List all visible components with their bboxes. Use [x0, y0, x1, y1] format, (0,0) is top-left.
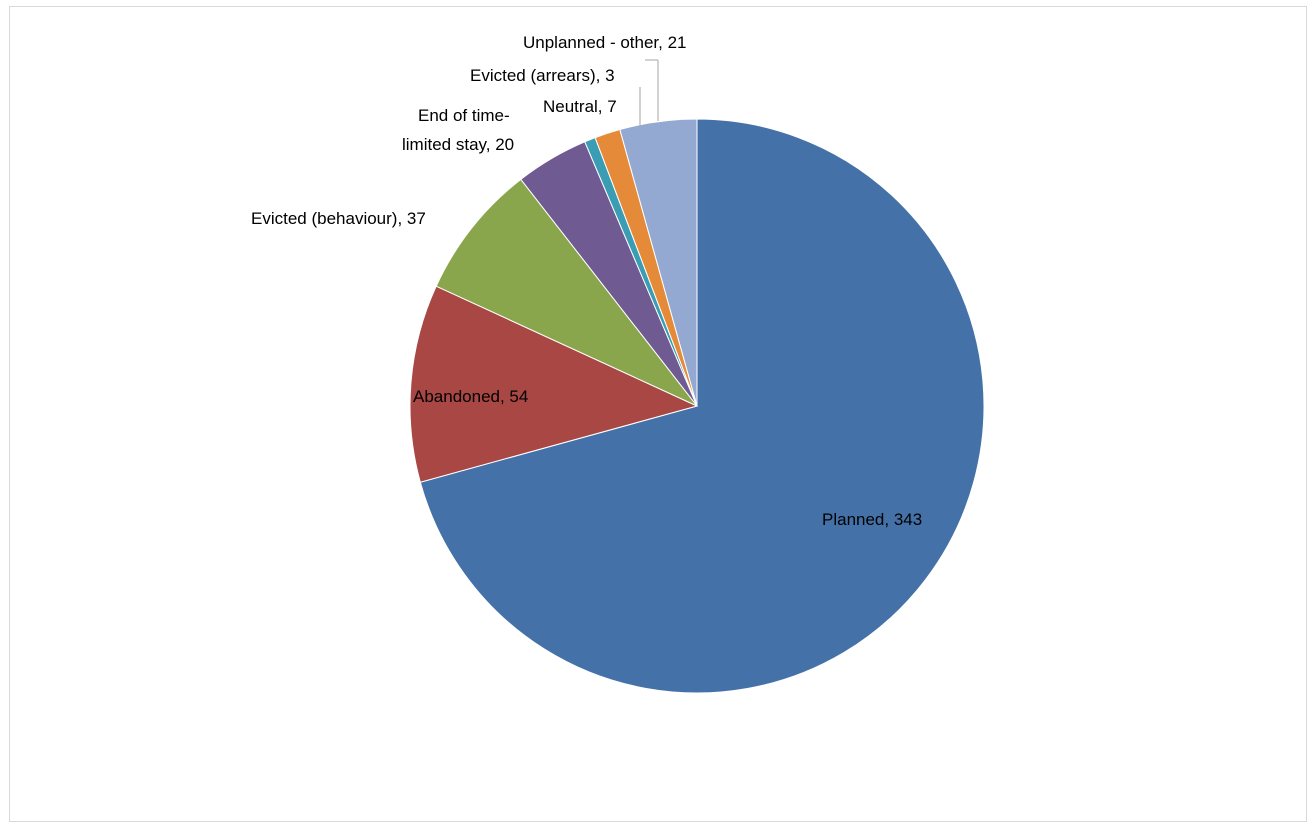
pie-slice-abandoned — [409, 285, 699, 483]
pie-slice-unplanned-other — [619, 118, 698, 407]
data-label-evicted-arrears: Evicted (arrears), 3 — [470, 66, 615, 85]
data-label-neutral: Neutral, 7 — [543, 97, 617, 116]
pie-slices — [409, 118, 985, 694]
data-label-unplanned-other: Unplanned - other, 21 — [523, 33, 687, 52]
data-label-end-of-time-limited-stay-line2: limited stay, 20 — [402, 135, 514, 154]
pie-slice-planned — [419, 118, 985, 694]
data-label-planned: Planned, 343 — [822, 510, 922, 529]
data-label-evicted-behaviour: Evicted (behaviour), 37 — [251, 209, 426, 228]
data-label-abandoned: Abandoned, 54 — [413, 387, 528, 406]
pie-slice-evicted-behaviour — [435, 178, 698, 407]
data-label-end-of-time-limited-stay-line1: End of time- — [418, 106, 510, 125]
